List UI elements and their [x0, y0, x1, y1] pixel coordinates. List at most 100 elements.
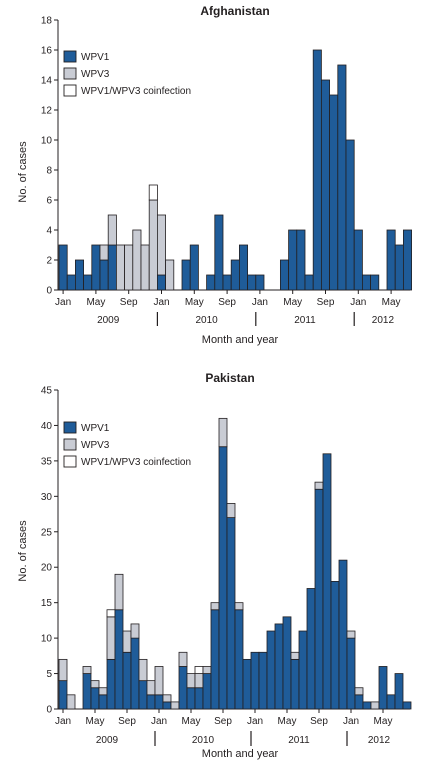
bar-wpv3-pakistan	[370, 701, 380, 710]
y-tick-label-afghanistan: 18	[41, 16, 53, 27]
bar-wpv1-pakistan	[186, 687, 196, 710]
month-label-afghanistan: Jan	[350, 297, 366, 308]
tick-labels-afghanistan: 0 2 4 6 8 10 12 14 16 18 Jan May Sep Jan May Sep Jan May S…	[41, 16, 401, 327]
month-label-pakistan: Sep	[118, 716, 136, 727]
bar-wpv3-pakistan	[58, 658, 68, 682]
bar-wpv3-afghanistan	[116, 244, 126, 291]
month-label-pakistan: Jan	[151, 716, 167, 727]
bar-wpv1-pakistan	[322, 453, 332, 710]
bar-wpv1-pakistan	[58, 680, 68, 710]
y-tick-label-afghanistan: 14	[41, 76, 53, 87]
bar-wpv1-afghanistan	[75, 259, 85, 291]
month-label-pakistan: Jan	[55, 716, 71, 727]
legend-label-wpv1-wpv3-coinfection: WPV1/WPV3 coinfection	[81, 457, 191, 468]
bar-wpv1-afghanistan	[337, 64, 347, 291]
month-label-afghanistan: Jan	[55, 297, 71, 308]
bar-wpv1-pakistan	[162, 701, 172, 710]
bar-wpv3-afghanistan	[124, 244, 134, 291]
month-label-pakistan: Jan	[343, 716, 359, 727]
y-tick-label-pakistan: 5	[46, 669, 52, 680]
chart-afghanistan: Afghanistan No. of cases Month and year …	[17, 4, 412, 346]
month-label-pakistan: Sep	[310, 716, 328, 727]
bar-wpv1-pakistan	[298, 630, 308, 710]
year-label-afghanistan: 2010	[195, 315, 218, 326]
bar-wpv3-afghanistan	[156, 214, 166, 276]
bar-wpv1-afghanistan	[99, 259, 109, 291]
bar-wpv1-pakistan	[266, 630, 276, 710]
bar-wpv1-pakistan	[234, 609, 244, 710]
bar-wpv1-afghanistan	[238, 244, 248, 291]
bar-wpv1-pakistan	[274, 623, 284, 710]
bar-wpv3-pakistan	[178, 651, 188, 667]
bar-wpv1-afghanistan	[222, 274, 232, 291]
legend-afghanistan: WPV1 WPV3 WPV1/WPV3 coinfection	[63, 50, 191, 97]
bar-wpv1-pakistan	[242, 658, 252, 710]
legend-label-wpv3: WPV3	[81, 69, 110, 80]
bar-wpv1-pakistan	[402, 701, 412, 710]
bar-wpv1-wpv3-coinfection-pakistan	[106, 609, 116, 618]
bar-wpv3-pakistan	[114, 573, 124, 611]
bar-wpv1-afghanistan	[394, 244, 404, 291]
month-label-afghanistan: May	[86, 297, 105, 308]
bar-wpv1-pakistan	[138, 680, 148, 710]
bar-wpv1-pakistan	[250, 651, 260, 710]
bar-wpv1-pakistan	[226, 517, 236, 710]
bar-wpv1-pakistan	[130, 637, 140, 710]
bar-wpv1-afghanistan	[107, 244, 117, 291]
year-label-pakistan: 2011	[288, 735, 310, 746]
bar-wpv1-pakistan	[202, 673, 212, 710]
bar-wpv1-pakistan	[282, 616, 292, 710]
legend-swatch-wpv1-wpv3-coinfection	[63, 455, 77, 468]
month-label-afghanistan: Jan	[153, 297, 169, 308]
bar-wpv1-afghanistan	[361, 274, 371, 291]
bar-wpv1-afghanistan	[214, 214, 224, 291]
legend-swatch-wpv1	[63, 50, 77, 63]
bar-wpv1-pakistan	[306, 588, 316, 710]
bar-wpv1-wpv3-coinfection-pakistan	[194, 666, 204, 674]
bar-wpv1-pakistan	[258, 651, 268, 710]
month-label-afghanistan: May	[283, 297, 302, 308]
year-label-afghanistan: 2012	[372, 315, 395, 326]
y-tick-label-afghanistan: 12	[41, 106, 53, 117]
legend-label-wpv3: WPV3	[81, 440, 110, 451]
bar-wpv1-pakistan	[122, 651, 132, 710]
chart-title-afghanistan: Afghanistan	[200, 4, 269, 18]
bar-wpv3-pakistan	[162, 694, 172, 703]
year-label-afghanistan: 2011	[294, 315, 316, 326]
year-label-pakistan: 2012	[368, 735, 391, 746]
bar-wpv3-afghanistan	[99, 244, 109, 261]
tick-labels-pakistan: 0 5 10 15 20 25 30 35 40 45 Jan May Sep Jan May Sep Jan M…	[41, 386, 393, 747]
bar-wpv1-afghanistan	[58, 244, 68, 291]
bar-wpv1-afghanistan	[83, 274, 93, 291]
chart-pakistan: Pakistan No. of cases Month and year 0 5 1…	[17, 371, 412, 760]
bar-wpv1-afghanistan	[156, 274, 166, 291]
bar-wpv1-afghanistan	[189, 244, 199, 291]
bar-wpv1-pakistan	[90, 687, 100, 710]
bar-wpv3-pakistan	[130, 623, 140, 639]
bar-wpv1-afghanistan	[255, 274, 265, 291]
bar-wpv3-pakistan	[90, 680, 100, 689]
x-axis-title-afghanistan: Month and year	[202, 334, 279, 346]
bar-wpv1-pakistan	[210, 609, 220, 710]
bar-wpv3-pakistan	[138, 658, 148, 682]
bar-wpv3-pakistan	[194, 673, 204, 689]
legend-swatch-wpv3	[63, 67, 77, 80]
bar-wpv1-afghanistan	[288, 229, 298, 291]
bar-wpv3-afghanistan	[107, 214, 117, 246]
y-tick-label-afghanistan: 6	[46, 196, 52, 207]
bar-wpv1-afghanistan	[329, 94, 339, 291]
bar-wpv1-pakistan	[290, 658, 300, 710]
bar-wpv3-pakistan	[234, 602, 244, 611]
bar-wpv1-pakistan	[330, 581, 340, 710]
y-tick-label-afghanistan: 10	[41, 136, 53, 147]
legend-swatch-wpv1-wpv3-coinfection	[63, 84, 77, 97]
year-label-afghanistan: 2009	[97, 315, 120, 326]
chart-title-pakistan: Pakistan	[205, 371, 254, 385]
bar-wpv3-pakistan	[226, 503, 236, 518]
month-label-afghanistan: May	[185, 297, 204, 308]
bar-wpv1-afghanistan	[230, 259, 240, 291]
bar-wpv1-pakistan	[378, 666, 388, 710]
bar-wpv3-pakistan	[186, 673, 196, 689]
bar-wpv1-pakistan	[106, 658, 116, 710]
